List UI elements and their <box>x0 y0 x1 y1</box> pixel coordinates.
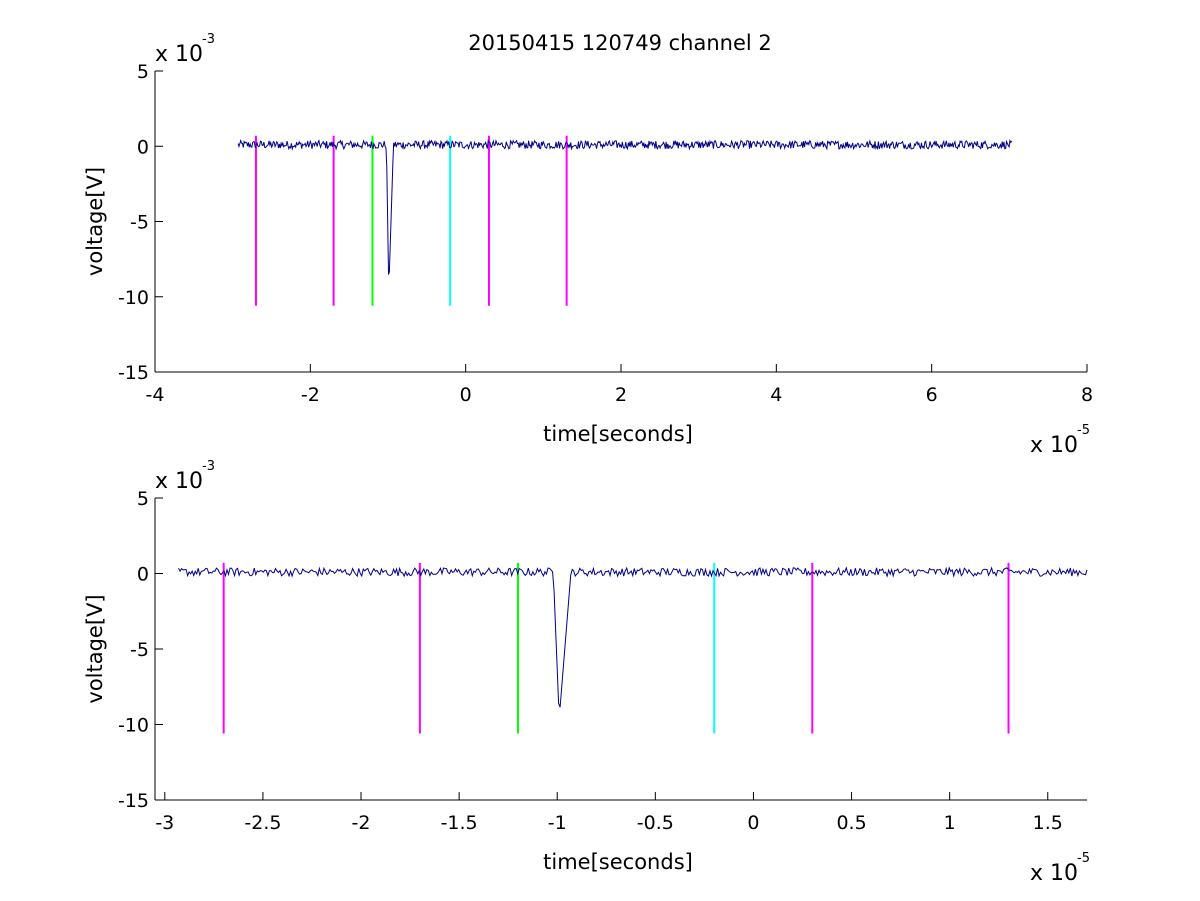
x-multiplier-exponent: -5 <box>1077 423 1090 438</box>
x-tick-label: 0.5 <box>836 812 866 834</box>
x-tick-label: -2.5 <box>244 812 281 834</box>
x-tick-label: 4 <box>770 384 782 406</box>
top-panel: -4 -2 0 2 4 6 8 -15 -10 -5 0 5 time[seconds] voltage[… <box>83 32 1093 458</box>
x-tick-label: -1 <box>548 812 567 834</box>
y-multiplier-label: x 10 <box>155 469 203 494</box>
y-tick-label: -10 <box>118 715 149 737</box>
y-axis-label: voltage[V] <box>83 594 107 703</box>
x-tick-label: 6 <box>926 384 938 406</box>
signal-series-line <box>237 138 1013 275</box>
y-tick-label: 5 <box>137 61 149 83</box>
y-tick-label: -10 <box>118 287 149 309</box>
x-multiplier-label: x 10 <box>1030 861 1078 886</box>
y-tick-label: -15 <box>118 362 149 384</box>
y-axis-label: voltage[V] <box>83 167 107 276</box>
x-tick-label: 0 <box>747 812 759 834</box>
x-multiplier-exponent: -5 <box>1077 851 1090 866</box>
x-axis-label: time[seconds] <box>543 850 693 874</box>
x-tick-label: 1.5 <box>1033 812 1063 834</box>
x-axis-label: time[seconds] <box>543 422 693 446</box>
y-tick-label: -15 <box>118 790 149 812</box>
y-tick-label: -5 <box>130 212 149 234</box>
x-tick-label: -1.5 <box>441 812 478 834</box>
x-tick-label: -2 <box>352 812 371 834</box>
y-multiplier-exponent: -3 <box>202 32 215 47</box>
x-tick-label: -3 <box>155 812 174 834</box>
y-multiplier-label: x 10 <box>155 42 203 67</box>
y-multiplier-exponent: -3 <box>202 459 215 474</box>
chart-title: 20150415 120749 channel 2 <box>468 31 772 55</box>
bottom-panel: -3 -2.5 -2 -1.5 -1 -0.5 0 0.5 1 1.5 -15 -10 -5 0 5 time… <box>83 459 1090 886</box>
y-tick-label: -5 <box>130 639 149 661</box>
x-tick-label: -0.5 <box>637 812 674 834</box>
x-tick-label: -4 <box>146 384 165 406</box>
x-tick-label: 2 <box>615 384 627 406</box>
x-tick-label: 1 <box>944 812 956 834</box>
x-tick-label: 8 <box>1081 384 1093 406</box>
y-tick-label: 0 <box>137 564 149 586</box>
y-tick-label: 5 <box>137 488 149 510</box>
x-tick-label: -2 <box>301 384 320 406</box>
x-multiplier-label: x 10 <box>1030 433 1078 458</box>
y-tick-label: 0 <box>137 136 149 158</box>
signal-series-line <box>178 566 1088 708</box>
x-tick-label: 0 <box>460 384 472 406</box>
